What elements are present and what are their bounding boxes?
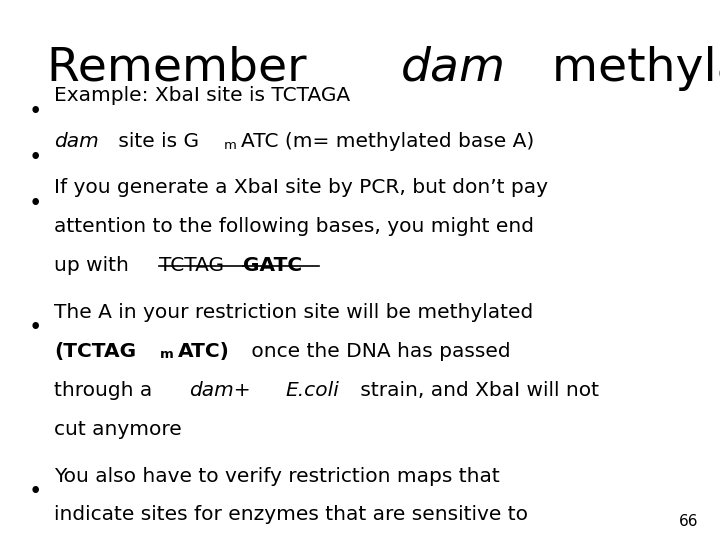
Text: indicate sites for enzymes that are sensitive to: indicate sites for enzymes that are sens…	[54, 505, 528, 524]
Text: •: •	[29, 316, 42, 340]
Text: attention to the following bases, you might end: attention to the following bases, you mi…	[54, 217, 534, 236]
Text: 66: 66	[679, 514, 698, 529]
Text: site is G: site is G	[112, 132, 199, 151]
Text: up with: up with	[54, 256, 135, 275]
Text: ATC): ATC)	[178, 342, 230, 361]
Text: methylation: methylation	[536, 46, 720, 91]
Text: ATC (m= methylated base A): ATC (m= methylated base A)	[240, 132, 534, 151]
Text: m: m	[224, 139, 237, 152]
Text: Remember: Remember	[47, 46, 321, 91]
Text: You also have to verify restriction maps that: You also have to verify restriction maps…	[54, 467, 500, 485]
Text: Example: XbaI site is TCTAGA: Example: XbaI site is TCTAGA	[54, 86, 350, 105]
Text: TCTAG: TCTAG	[159, 256, 224, 275]
Text: dam: dam	[54, 132, 99, 151]
Text: GATC: GATC	[243, 256, 302, 275]
Text: dam: dam	[401, 46, 506, 91]
Text: •: •	[29, 192, 42, 215]
Text: strain, and XbaI will not: strain, and XbaI will not	[354, 381, 600, 400]
Text: dam+: dam+	[189, 381, 251, 400]
Text: through a: through a	[54, 381, 158, 400]
Text: •: •	[29, 146, 42, 169]
Text: once the DNA has passed: once the DNA has passed	[245, 342, 510, 361]
Text: If you generate a XbaI site by PCR, but don’t pay: If you generate a XbaI site by PCR, but …	[54, 178, 548, 197]
Text: (TCTAG: (TCTAG	[54, 342, 136, 361]
Text: m: m	[160, 348, 174, 361]
Text: The A in your restriction site will be methylated: The A in your restriction site will be m…	[54, 303, 534, 322]
Text: E.coli: E.coli	[285, 381, 339, 400]
Text: •: •	[29, 480, 42, 503]
Text: cut anymore: cut anymore	[54, 420, 181, 438]
Text: •: •	[29, 100, 42, 123]
